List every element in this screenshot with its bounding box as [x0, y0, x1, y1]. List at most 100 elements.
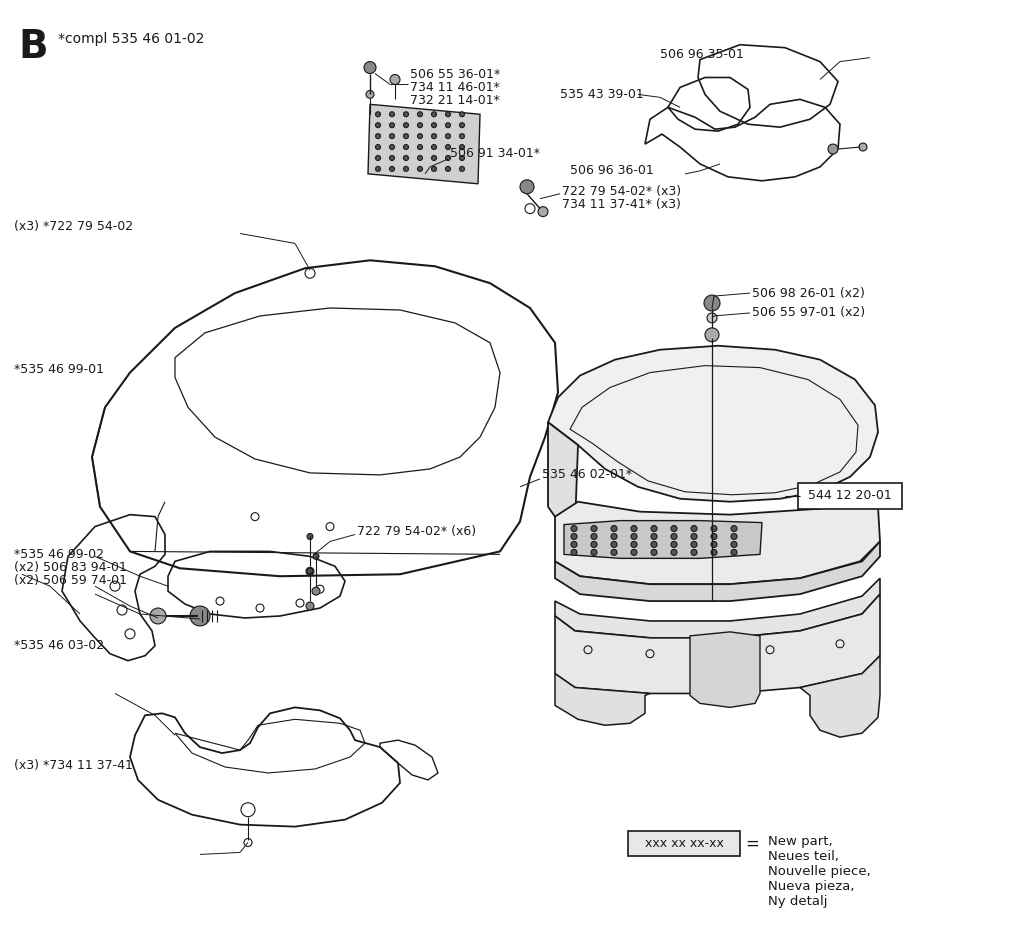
Text: (x2) 506 83 94-01: (x2) 506 83 94-01 — [14, 561, 127, 574]
Text: (x2) 506 59 74-01: (x2) 506 59 74-01 — [14, 574, 127, 587]
Circle shape — [307, 568, 313, 574]
Circle shape — [651, 526, 657, 531]
Circle shape — [631, 526, 637, 531]
Text: 732 21 14-01*: 732 21 14-01* — [410, 94, 500, 107]
Text: *535 46 99-01: *535 46 99-01 — [14, 363, 104, 376]
Circle shape — [651, 550, 657, 555]
Circle shape — [651, 534, 657, 540]
Text: 506 98 26-01 (x2): 506 98 26-01 (x2) — [752, 286, 865, 299]
Text: 506 55 97-01 (x2): 506 55 97-01 (x2) — [752, 307, 865, 320]
Polygon shape — [368, 105, 480, 184]
Circle shape — [671, 534, 677, 540]
Circle shape — [307, 534, 313, 540]
Circle shape — [376, 145, 381, 149]
Circle shape — [591, 541, 597, 548]
Circle shape — [364, 61, 376, 73]
Circle shape — [431, 167, 436, 171]
Circle shape — [460, 156, 465, 160]
Circle shape — [691, 541, 697, 548]
Circle shape — [389, 133, 394, 139]
Text: *535 46 99-02: *535 46 99-02 — [14, 548, 104, 561]
Circle shape — [389, 167, 394, 171]
Polygon shape — [564, 521, 762, 558]
Polygon shape — [548, 346, 878, 502]
Circle shape — [431, 112, 436, 117]
Circle shape — [631, 534, 637, 540]
Circle shape — [418, 133, 423, 139]
Circle shape — [691, 534, 697, 540]
Text: *535 46 03-02: *535 46 03-02 — [14, 640, 104, 653]
FancyBboxPatch shape — [628, 831, 740, 857]
Circle shape — [571, 534, 577, 540]
Circle shape — [418, 167, 423, 171]
Circle shape — [859, 143, 867, 151]
Circle shape — [418, 122, 423, 128]
Circle shape — [460, 145, 465, 149]
Circle shape — [711, 541, 717, 548]
Polygon shape — [690, 632, 760, 707]
Circle shape — [431, 122, 436, 128]
Circle shape — [312, 587, 319, 595]
Circle shape — [711, 526, 717, 531]
Circle shape — [460, 122, 465, 128]
Text: (x3) *734 11 37-41: (x3) *734 11 37-41 — [14, 758, 133, 771]
Text: 734 11 37-41* (x3): 734 11 37-41* (x3) — [562, 198, 681, 211]
Circle shape — [376, 167, 381, 171]
Circle shape — [403, 133, 409, 139]
Polygon shape — [555, 541, 880, 601]
Circle shape — [376, 133, 381, 139]
Circle shape — [389, 112, 394, 117]
Circle shape — [705, 328, 719, 342]
Circle shape — [731, 541, 737, 548]
Circle shape — [431, 156, 436, 160]
Circle shape — [711, 550, 717, 555]
Text: New part,
Neues teil,
Nouvelle piece,
Nueva pieza,
Ny detalj: New part, Neues teil, Nouvelle piece, Nu… — [768, 834, 870, 908]
Circle shape — [731, 526, 737, 531]
Text: (x3) *722 79 54-02: (x3) *722 79 54-02 — [14, 220, 133, 233]
Circle shape — [671, 541, 677, 548]
Circle shape — [403, 167, 409, 171]
Circle shape — [376, 156, 381, 160]
Circle shape — [731, 550, 737, 555]
Text: 535 46 02-01*: 535 46 02-01* — [542, 468, 632, 481]
Circle shape — [591, 534, 597, 540]
Circle shape — [591, 526, 597, 531]
Text: xxx xx xx-xx: xxx xx xx-xx — [644, 837, 723, 850]
Circle shape — [389, 122, 394, 128]
Circle shape — [691, 526, 697, 531]
Circle shape — [538, 207, 548, 217]
Circle shape — [445, 133, 451, 139]
Circle shape — [591, 550, 597, 555]
Polygon shape — [800, 655, 880, 737]
Circle shape — [611, 526, 617, 531]
Circle shape — [445, 145, 451, 149]
Circle shape — [611, 534, 617, 540]
Circle shape — [445, 167, 451, 171]
Circle shape — [611, 541, 617, 548]
Circle shape — [520, 180, 534, 194]
Circle shape — [631, 550, 637, 555]
Circle shape — [313, 553, 319, 559]
Text: =: = — [745, 834, 759, 853]
Circle shape — [445, 156, 451, 160]
Circle shape — [306, 567, 314, 576]
Circle shape — [460, 167, 465, 171]
Polygon shape — [548, 422, 578, 527]
Circle shape — [460, 133, 465, 139]
FancyBboxPatch shape — [798, 483, 902, 509]
Circle shape — [376, 112, 381, 117]
Circle shape — [418, 145, 423, 149]
Text: 722 79 54-02* (x6): 722 79 54-02* (x6) — [357, 525, 476, 538]
Circle shape — [828, 144, 838, 154]
Circle shape — [445, 112, 451, 117]
Text: 506 96 35-01: 506 96 35-01 — [660, 48, 743, 61]
Polygon shape — [555, 674, 650, 725]
Circle shape — [390, 74, 400, 84]
Circle shape — [403, 156, 409, 160]
Circle shape — [445, 122, 451, 128]
Circle shape — [431, 145, 436, 149]
Text: 506 55 36-01*: 506 55 36-01* — [410, 68, 501, 81]
Circle shape — [611, 550, 617, 555]
Circle shape — [705, 295, 720, 311]
Circle shape — [571, 526, 577, 531]
